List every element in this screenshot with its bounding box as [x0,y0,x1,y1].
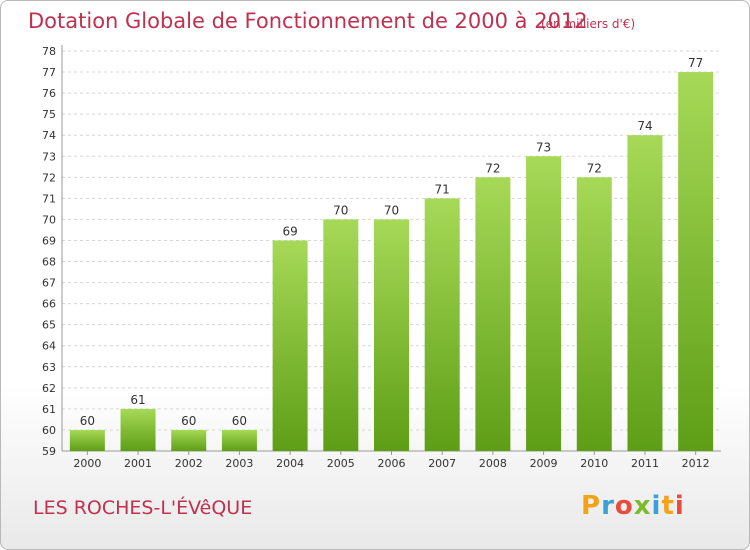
data-label: 60 [181,414,196,428]
logo-letter: r [601,491,615,521]
logo-letter: P [581,491,602,521]
data-label: 71 [435,182,450,196]
x-tick-labels: 2000 2001 2002 2003 2004 2005 2006 2007 2008 2009… [73,451,710,470]
data-label: 72 [587,161,602,175]
y-tick-label: 73 [42,150,56,163]
bar [221,429,257,451]
x-tick-label: 2004 [276,457,304,470]
y-tick-label: 60 [42,424,56,437]
data-label: 77 [688,56,703,70]
x-tick-label: 2011 [631,457,659,470]
y-tick-label: 68 [42,256,56,269]
y-tick-label: 76 [42,87,56,100]
logo-letter: x [633,491,652,521]
y-tick-label: 64 [42,340,56,353]
y-tick-labels: 59 60 61 62 63 64 65 66 67 68 69 70 71 72 73 74 75 76 77 78 [42,45,56,458]
y-tick-label: 69 [42,234,56,247]
bar [424,198,460,451]
y-tick-label: 75 [42,108,56,121]
data-label: 73 [536,140,551,154]
data-label: 70 [384,203,399,217]
bar [272,240,308,451]
logo-letter: o [614,491,634,521]
y-tick-label: 62 [42,382,56,395]
x-tick-label: 2001 [124,457,152,470]
x-tick-label: 2012 [682,457,710,470]
data-labels: 60 61 60 60 69 70 70 71 72 73 72 74 77 [80,56,704,428]
y-tick-label: 77 [42,66,56,79]
bar [576,177,612,451]
bar [374,219,409,451]
y-tick-label: 67 [42,277,56,290]
y-tick-label: 74 [42,129,56,142]
data-label: 61 [130,393,145,407]
x-tick-label: 2008 [479,457,507,470]
x-tick-label: 2005 [327,457,355,470]
logo-letter: i [651,491,662,521]
x-tick-label: 2003 [225,457,253,470]
logo-letter: t [661,491,675,521]
bar [120,408,156,451]
x-tick-label: 2000 [73,457,101,470]
bar [475,177,511,451]
bar [678,72,714,451]
bar [627,135,663,452]
bar [69,429,105,451]
bar [323,219,359,451]
chart-unit: (en milliers d'€) [541,17,636,31]
data-label: 69 [282,224,297,238]
logo-letter: i [674,491,685,521]
y-tick-label: 63 [42,361,56,374]
y-tick-label: 66 [42,298,56,311]
chart-title: Dotation Globale de Fonctionnement de 20… [28,9,588,33]
x-tick-label: 2006 [378,457,406,470]
y-tick-label: 61 [42,403,56,416]
x-tick-label: 2002 [175,457,203,470]
bar [171,429,207,451]
y-tick-label: 71 [42,192,56,205]
data-label: 70 [333,203,348,217]
y-tick-label: 65 [42,319,56,332]
bars [69,72,714,452]
proxiti-logo[interactable]: Proxiti [581,491,685,521]
data-label: 60 [232,414,247,428]
y-tick-label: 78 [42,45,56,58]
x-tick-label: 2009 [530,457,558,470]
data-label: 60 [80,414,95,428]
bar [526,156,562,451]
x-tick-label: 2007 [428,457,456,470]
y-tick-label: 70 [42,213,56,226]
commune-name: LES ROCHES-L'ÉVêQUE [33,497,253,519]
y-tick-label: 59 [42,445,56,458]
data-label: 72 [485,161,500,175]
x-tick-label: 2010 [580,457,608,470]
y-tick-label: 72 [42,171,56,184]
data-label: 74 [637,119,652,133]
